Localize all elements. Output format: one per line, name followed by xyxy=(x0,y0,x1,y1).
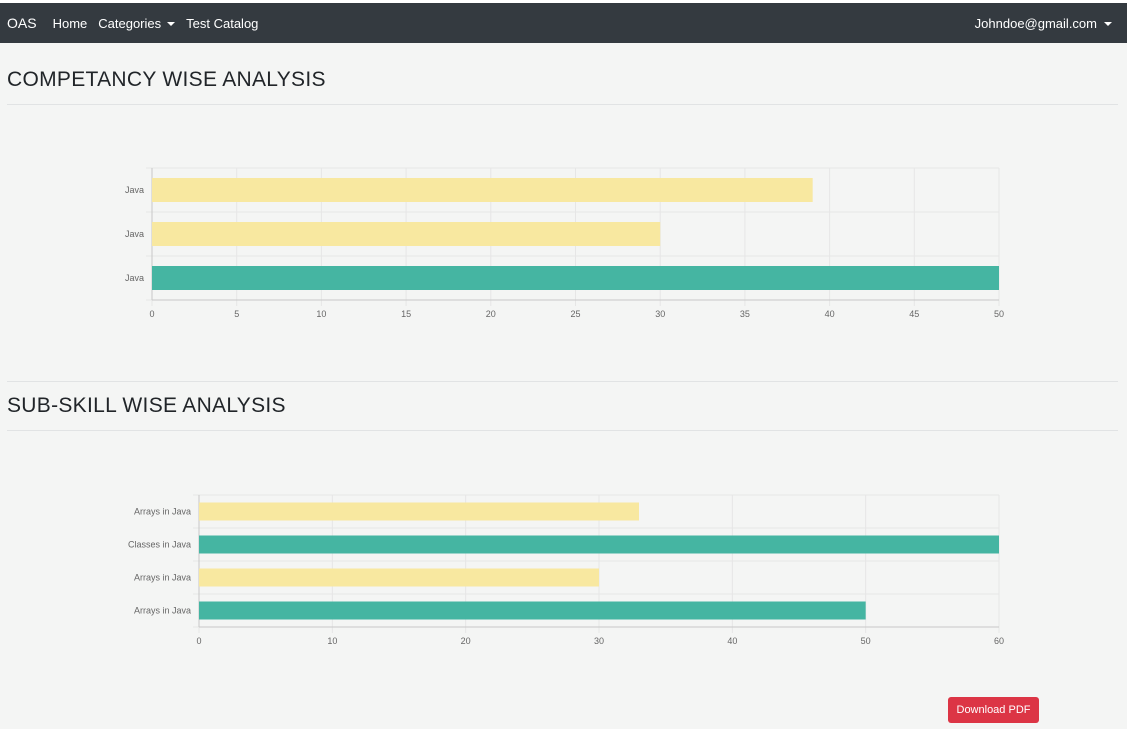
x-tick-label: 50 xyxy=(994,309,1004,319)
subskill-section-title: SUB-SKILL WISE ANALYSIS xyxy=(7,394,286,417)
bar xyxy=(199,535,999,554)
category-label: Arrays in Java xyxy=(134,606,191,616)
category-label: Arrays in Java xyxy=(134,573,191,583)
x-tick-label: 0 xyxy=(196,636,201,646)
x-tick-label: 0 xyxy=(149,309,154,319)
bar xyxy=(152,222,661,246)
bar xyxy=(199,601,866,620)
brand-link[interactable]: OAS xyxy=(7,15,37,31)
download-pdf-button[interactable]: Download PDF xyxy=(948,697,1039,723)
section-divider xyxy=(7,104,1118,105)
caret-down-icon xyxy=(1104,21,1112,26)
competency-section-title: COMPETANCY WISE ANALYSIS xyxy=(7,68,326,91)
top-navbar: OAS Home Categories Test Catalog Johndoe… xyxy=(0,3,1127,43)
x-tick-label: 40 xyxy=(727,636,737,646)
caret-down-icon xyxy=(167,21,176,26)
x-tick-label: 20 xyxy=(461,636,471,646)
section-divider xyxy=(7,430,1118,431)
x-tick-label: 30 xyxy=(655,309,665,319)
bar xyxy=(199,568,599,587)
x-tick-label: 25 xyxy=(570,309,580,319)
category-label: Java xyxy=(125,229,144,239)
x-tick-label: 40 xyxy=(825,309,835,319)
nav-test-catalog-link[interactable]: Test Catalog xyxy=(186,15,259,31)
x-tick-label: 45 xyxy=(909,309,919,319)
nav-home-link[interactable]: Home xyxy=(52,15,88,31)
category-label: Java xyxy=(125,185,144,195)
user-email: Johndoe@gmail.com xyxy=(974,15,1097,31)
bar xyxy=(152,266,999,290)
x-tick-label: 20 xyxy=(486,309,496,319)
x-tick-label: 10 xyxy=(316,309,326,319)
x-tick-label: 10 xyxy=(327,636,337,646)
category-label: Classes in Java xyxy=(128,540,191,550)
x-tick-label: 15 xyxy=(401,309,411,319)
competency-bar-chart: Java Java Java 0 5 10 15 20 25 30 35 40 45 50 xyxy=(125,167,1004,319)
section-divider xyxy=(7,381,1118,382)
nav-categories-label: Categories xyxy=(98,15,162,31)
bar xyxy=(152,178,813,202)
user-menu-dropdown[interactable]: Johndoe@gmail.com xyxy=(975,3,1112,43)
x-tick-label: 5 xyxy=(234,309,239,319)
x-tick-label: 35 xyxy=(740,309,750,319)
category-label: Arrays in Java xyxy=(134,507,191,517)
x-tick-label: 50 xyxy=(861,636,871,646)
category-label: Java xyxy=(125,273,144,283)
window-top-edge xyxy=(0,0,1127,3)
x-tick-label: 60 xyxy=(994,636,1004,646)
x-tick-label: 30 xyxy=(594,636,604,646)
bar xyxy=(199,502,639,521)
subskill-bar-chart: Arrays in Java Classes in Java Arrays in J… xyxy=(128,494,1004,646)
nav-categories-dropdown[interactable]: Categories xyxy=(98,15,176,31)
